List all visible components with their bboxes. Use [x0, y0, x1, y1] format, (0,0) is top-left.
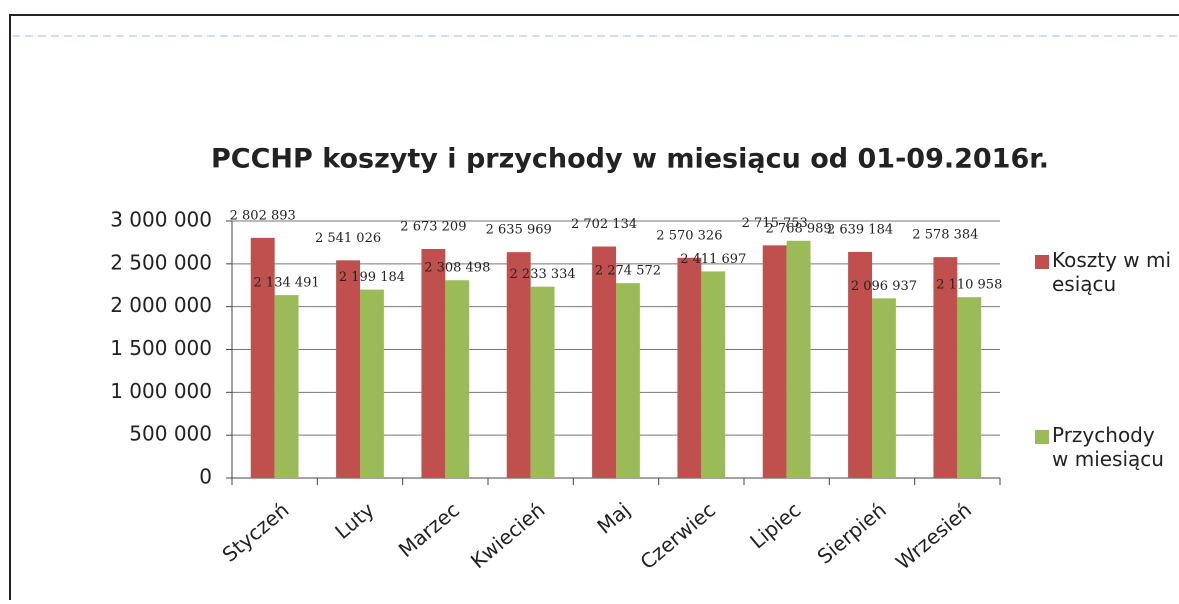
bar — [530, 286, 555, 478]
y-tick-label: 1 500 000 — [110, 336, 212, 360]
bar — [616, 283, 640, 478]
value-label: 2 411 697 — [680, 252, 746, 267]
legend-item: Przychody w miesiącu — [1052, 423, 1164, 471]
y-tick-label: 0 — [199, 465, 212, 489]
bar — [957, 297, 982, 478]
bar — [421, 248, 446, 478]
bar — [872, 298, 896, 478]
bar — [933, 257, 958, 478]
chart-border — [9, 14, 1179, 604]
y-tick-label: 1 000 000 — [110, 379, 212, 403]
value-label: 2 570 326 — [656, 228, 722, 243]
value-label: 2 308 498 — [424, 261, 490, 276]
value-label: 2 274 572 — [595, 264, 661, 279]
chart-title: PCCHP koszyty i przychody w miesiącu od … — [211, 144, 1049, 175]
value-label: 2 802 893 — [230, 208, 296, 223]
bar — [786, 240, 811, 478]
bar — [701, 271, 726, 478]
value-label: 2 768 989 — [766, 221, 832, 236]
bar — [506, 252, 531, 478]
value-label: 2 578 384 — [912, 228, 978, 243]
y-tick-label: 3 000 000 — [110, 208, 212, 232]
value-label: 2 635 969 — [486, 223, 552, 238]
value-label: 2 673 209 — [400, 219, 466, 234]
bar — [677, 257, 702, 478]
legend-item: Koszty w miesiącu — [1052, 248, 1172, 296]
legend-label: Koszty w miesiącu — [1052, 248, 1172, 296]
bar — [250, 237, 275, 478]
value-label: 2 702 134 — [571, 217, 637, 232]
y-tick-label: 2 500 000 — [110, 250, 212, 274]
value-label: 2 715 753 — [742, 216, 808, 231]
x-tick-label: Styczeń — [218, 498, 294, 567]
x-tick-label: Sierpień — [812, 498, 890, 569]
bar — [336, 260, 360, 478]
legend-swatch — [1035, 255, 1049, 269]
y-tick-label: 500 000 — [129, 422, 212, 446]
legend-swatch — [1035, 430, 1049, 444]
value-label: 2 199 184 — [339, 270, 405, 285]
x-tick-label: Wrzesień — [891, 498, 976, 575]
value-label: 2 096 937 — [851, 279, 917, 294]
x-tick-label: Lipiec — [745, 498, 805, 554]
legend-label: Przychody w miesiącu — [1052, 423, 1164, 471]
bar — [592, 246, 616, 478]
x-tick-label: Maj — [592, 498, 634, 539]
bar — [848, 251, 872, 478]
value-label: 2 541 026 — [315, 231, 381, 246]
x-tick-label: Marzec — [394, 498, 464, 562]
value-label: 2 110 958 — [936, 278, 1002, 293]
y-tick-label: 2 000 000 — [110, 293, 212, 317]
bar — [360, 289, 384, 478]
x-tick-label: Kwiecień — [466, 498, 550, 574]
x-tick-label: Luty — [330, 498, 379, 544]
bar — [445, 280, 470, 478]
bar — [762, 245, 787, 478]
x-tick-label: Czerwiec — [636, 498, 721, 574]
value-label: 2 233 334 — [510, 267, 576, 282]
bar — [274, 295, 299, 478]
value-label: 2 639 184 — [827, 222, 893, 237]
value-label: 2 134 491 — [254, 276, 320, 291]
